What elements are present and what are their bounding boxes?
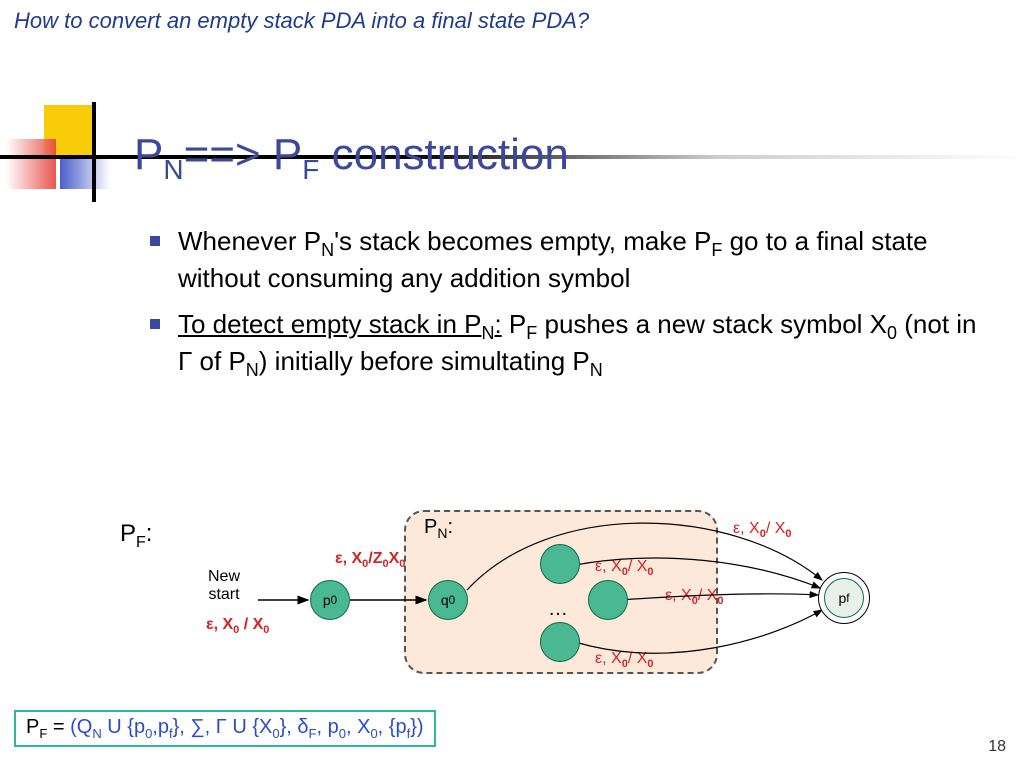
bullet-marker-icon (150, 319, 160, 329)
cross-vertical (92, 102, 96, 202)
new-start-label: Newstart (208, 568, 240, 604)
state-pf: pf (824, 578, 864, 618)
page-number: 18 (988, 738, 1006, 756)
state-anon3 (540, 622, 580, 662)
pda-diagram: PF: PN: Newstart ε, X0 / X0 ε, X0/Z0X0 ε… (110, 510, 910, 690)
edge-label-p0q0: ε, X0/Z0X0 (335, 550, 405, 570)
edge-label-anon3: ε, X0/ X0 (595, 650, 654, 670)
state-q0: q0 (428, 580, 468, 620)
state-anon2 (588, 580, 628, 620)
edge-label-anon2: ε, X0/ X0 (665, 587, 724, 607)
pf-label: PF: (120, 520, 152, 552)
edge-label-top: ε, X0/ X0 (733, 520, 792, 540)
state-p0: p0 (310, 580, 350, 620)
bullet-text: To detect empty stack in PN: PF pushes a… (178, 308, 980, 381)
bullet-text: Whenever PN's stack becomes empty, make … (178, 225, 980, 294)
slide-title: PN==> PF construction (134, 130, 569, 186)
top-question: How to convert an empty stack PDA into a… (0, 0, 1024, 34)
blue-square (60, 159, 110, 189)
ellipsis: … (548, 598, 568, 621)
content-area: Whenever PN's stack becomes empty, make … (150, 225, 980, 396)
formula-box: PF = (QN U {p0,pf}, ∑, Γ U {X0}, δF, p0,… (14, 710, 436, 747)
state-anon1 (540, 544, 580, 584)
bullet-marker-icon (150, 236, 160, 246)
pn-label: PN: (424, 516, 453, 541)
bullet-item: Whenever PN's stack becomes empty, make … (150, 225, 980, 294)
edge-label-p0: ε, X0 / X0 (206, 616, 269, 636)
logo-decoration (0, 105, 110, 205)
bullet-item: To detect empty stack in PN: PF pushes a… (150, 308, 980, 381)
edge-label-anon1: ε, X0/ X0 (595, 558, 654, 578)
red-square (6, 139, 56, 189)
